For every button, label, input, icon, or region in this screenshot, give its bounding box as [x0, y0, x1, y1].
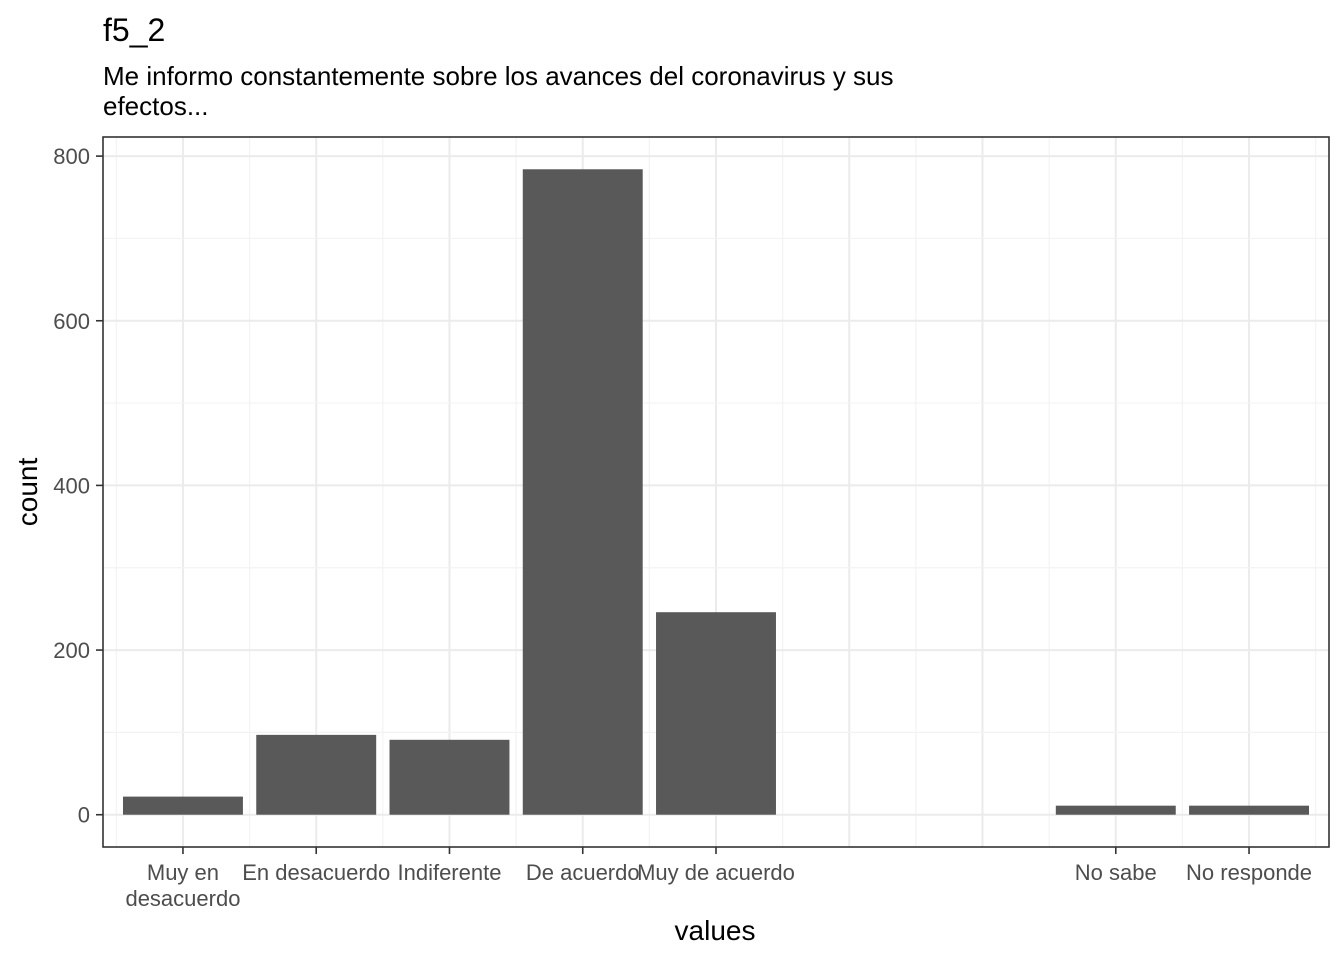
x-tick-label-1: Muy en desacuerdo [125, 860, 240, 911]
bar-5 [656, 612, 776, 815]
y-tick-label: 0 [78, 803, 90, 828]
bar-1 [122, 796, 243, 815]
x-tick-label-4: De acuerdo [526, 860, 640, 885]
x-tick-label-6: No sabe [1075, 860, 1157, 885]
x-tick-label-2: En desacuerdo [242, 860, 390, 885]
bar-7 [1189, 805, 1310, 815]
chart-subtitle-line-2: efectos... [103, 91, 209, 121]
y-axis: 0 200 400 600 800 [53, 144, 103, 828]
x-axis-title: values [675, 915, 756, 946]
y-tick-label: 800 [53, 144, 90, 169]
bars [122, 169, 1310, 815]
x-tick-label-3: Indiferente [397, 860, 501, 885]
grid-lines [103, 137, 1329, 847]
bar-2 [256, 734, 377, 815]
y-tick-label: 200 [53, 638, 90, 663]
y-tick-label: 600 [53, 309, 90, 334]
bar-3 [389, 739, 510, 815]
bar-6 [1055, 805, 1176, 815]
chart-title: f5_2 [103, 12, 165, 48]
x-tick-label-5: Muy de acuerdo [637, 860, 795, 885]
x-tick-label-7: No responde [1186, 860, 1312, 885]
y-tick-label: 400 [53, 473, 90, 498]
chart-subtitle-line-1: Me informo constantemente sobre los avan… [103, 61, 894, 91]
y-axis-title: count [12, 458, 43, 527]
bar-4 [522, 169, 643, 815]
